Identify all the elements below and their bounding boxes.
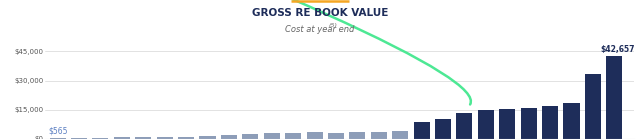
Bar — [585, 74, 601, 139]
Bar — [606, 56, 622, 139]
Bar — [413, 122, 429, 139]
Bar — [114, 137, 130, 139]
Bar — [563, 103, 580, 139]
Bar — [435, 119, 451, 139]
Bar — [200, 136, 216, 139]
Bar — [221, 135, 237, 139]
Bar — [392, 131, 408, 139]
Bar — [349, 132, 365, 139]
Text: (5): (5) — [328, 23, 337, 28]
Bar — [521, 108, 537, 139]
Bar — [178, 136, 194, 139]
Bar — [50, 138, 66, 139]
Bar — [285, 133, 301, 139]
Bar — [135, 137, 151, 139]
Bar — [243, 134, 259, 139]
Bar — [157, 137, 173, 139]
Bar — [456, 113, 472, 139]
Bar — [478, 110, 494, 139]
Text: GROSS RE BOOK VALUE: GROSS RE BOOK VALUE — [252, 8, 388, 18]
Bar — [264, 133, 280, 139]
Text: $565: $565 — [48, 127, 67, 136]
Bar — [71, 138, 87, 139]
Bar — [307, 132, 323, 139]
Text: Cost at year end: Cost at year end — [285, 25, 355, 34]
Bar — [92, 138, 109, 139]
Bar — [371, 132, 387, 139]
Bar — [499, 109, 515, 139]
Text: $42,657: $42,657 — [600, 45, 635, 54]
Bar — [542, 106, 558, 139]
Bar — [328, 133, 344, 139]
